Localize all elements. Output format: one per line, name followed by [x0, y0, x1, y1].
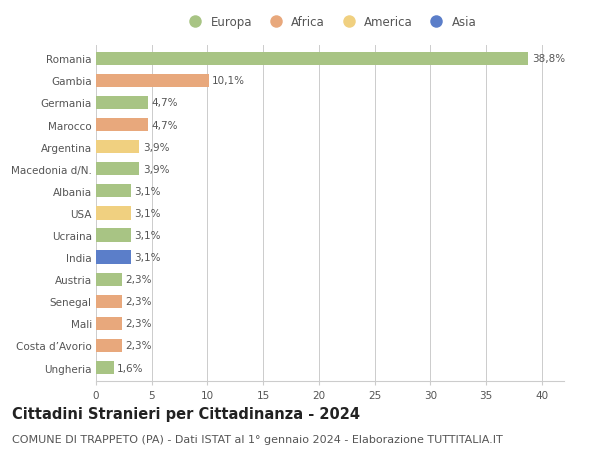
- Text: Cittadini Stranieri per Cittadinanza - 2024: Cittadini Stranieri per Cittadinanza - 2…: [12, 406, 360, 421]
- Bar: [96, 118, 148, 132]
- Bar: [96, 163, 139, 176]
- Bar: [96, 361, 114, 375]
- Legend: Europa, Africa, America, Asia: Europa, Africa, America, Asia: [179, 11, 481, 34]
- Bar: [96, 273, 122, 286]
- Text: COMUNE DI TRAPPETO (PA) - Dati ISTAT al 1° gennaio 2024 - Elaborazione TUTTITALI: COMUNE DI TRAPPETO (PA) - Dati ISTAT al …: [12, 434, 503, 444]
- Bar: [96, 295, 122, 308]
- Text: 3,9%: 3,9%: [143, 142, 169, 152]
- Text: 10,1%: 10,1%: [212, 76, 245, 86]
- Text: 3,1%: 3,1%: [134, 252, 160, 263]
- Text: 3,1%: 3,1%: [134, 186, 160, 196]
- Text: 38,8%: 38,8%: [532, 54, 565, 64]
- Bar: [96, 141, 139, 154]
- Bar: [96, 52, 529, 66]
- Bar: [96, 339, 122, 353]
- Text: 4,7%: 4,7%: [152, 120, 178, 130]
- Text: 2,3%: 2,3%: [125, 341, 151, 351]
- Bar: [96, 207, 131, 220]
- Bar: [96, 317, 122, 330]
- Bar: [96, 229, 131, 242]
- Text: 1,6%: 1,6%: [117, 363, 143, 373]
- Bar: [96, 185, 131, 198]
- Text: 3,1%: 3,1%: [134, 230, 160, 241]
- Text: 2,3%: 2,3%: [125, 274, 151, 285]
- Bar: [96, 251, 131, 264]
- Text: 3,9%: 3,9%: [143, 164, 169, 174]
- Text: 2,3%: 2,3%: [125, 319, 151, 329]
- Text: 2,3%: 2,3%: [125, 297, 151, 307]
- Text: 4,7%: 4,7%: [152, 98, 178, 108]
- Text: 3,1%: 3,1%: [134, 208, 160, 218]
- Bar: [96, 96, 148, 110]
- Bar: [96, 74, 209, 88]
